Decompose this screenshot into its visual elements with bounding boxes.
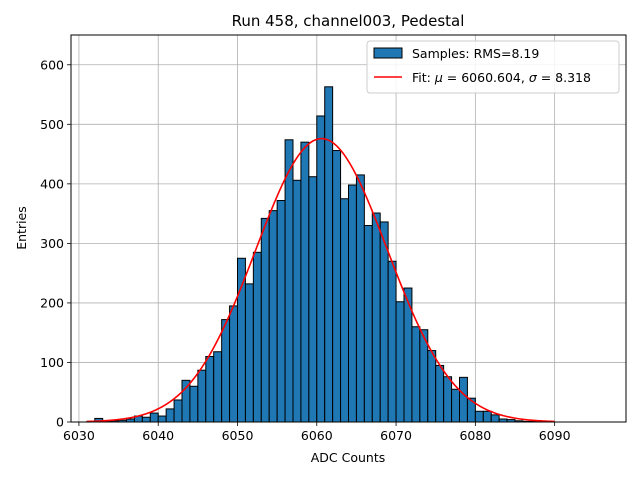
histogram-bar [181,379,191,423]
x-tick-label: 6040 [142,428,174,443]
y-tick-label: 300 [40,236,64,251]
histogram-bar [451,388,461,423]
histogram-bar [340,198,350,423]
histogram-bar [443,376,453,423]
legend-fit-mu-symbol: μ [434,70,443,85]
histogram-bar [379,221,389,423]
histogram-bar [205,356,215,423]
legend-fit-prefix: Fit: [412,70,435,85]
legend-fit-sigma-symbol: σ [529,70,538,85]
histogram-bars [86,86,540,423]
histogram-bar [300,141,310,423]
fit-curve-line [86,137,555,423]
x-tick-label: 6030 [63,428,95,443]
chart-title: Run 458, channel003, Pedestal [232,12,465,30]
histogram-bar [371,212,381,423]
histogram-bar [244,283,254,423]
histogram-bar [197,369,207,423]
y-tick-label: 400 [40,176,64,191]
histogram-bar [427,350,437,423]
histogram-bar [229,305,238,423]
histogram-bar [141,416,151,423]
histogram-bar [324,86,334,423]
histogram-bar [482,410,492,423]
histogram-bar [316,115,326,423]
histogram-bar [308,176,318,423]
x-tick-label: 6070 [380,428,412,443]
histogram-bar [348,184,357,423]
histogram-bar [276,200,286,423]
histogram-bar [149,412,159,423]
legend-fit-sigma-value: = 8.318 [537,70,591,85]
histogram-bar [252,251,262,423]
histogram-bar [387,260,397,423]
y-axis-ticks: 0 100 200 300 400 500 600 [40,57,71,430]
histogram-bar [435,364,445,423]
histogram-bar [157,415,167,423]
y-axis-label: Entries [14,206,29,250]
legend-box [366,40,620,94]
histogram-bar [221,319,231,423]
legend-fit-label: Fit: μ = 6060.604, σ = 8.318 [412,70,591,85]
y-tick-label: 600 [40,57,64,72]
x-tick-label: 6060 [301,428,333,443]
histogram-bar [395,301,405,423]
histogram-bar [490,414,500,423]
histogram-bar [237,257,246,423]
histogram-bar [355,174,365,423]
histogram-bar [363,225,373,423]
legend: Samples: RMS=8.19 Fit: μ = 6060.604, σ =… [366,40,620,94]
x-tick-label: 6080 [459,428,491,443]
legend-samples-swatch [373,47,403,59]
x-tick-label: 6090 [539,428,571,443]
y-tick-label: 500 [40,117,64,132]
histogram-bar [474,410,484,423]
y-tick-label: 0 [56,415,64,430]
histogram-bar [284,139,294,423]
histogram-bar [459,376,468,423]
plot-frame [70,34,627,423]
x-axis-label: ADC Counts [311,450,386,465]
histogram-bar [213,351,223,423]
y-tick-label: 100 [40,355,64,370]
x-axis-ticks: 6030 6040 6050 6060 6070 6080 6090 [63,422,571,443]
histogram-bar [292,179,302,423]
legend-fit-mu-value: = 6060.604, [443,70,529,85]
histogram-bar [189,385,199,423]
histogram-bar [165,408,175,423]
x-tick-label: 6050 [222,428,254,443]
gaussian-fit-curve [86,137,555,423]
histogram-bar [268,210,278,423]
histogram-bar [173,399,183,423]
histogram-bar [260,217,270,423]
y-tick-label: 200 [40,295,64,310]
histogram-bar [411,326,421,423]
histogram-bar [332,150,342,423]
legend-samples-label: Samples: RMS=8.19 [412,46,539,61]
